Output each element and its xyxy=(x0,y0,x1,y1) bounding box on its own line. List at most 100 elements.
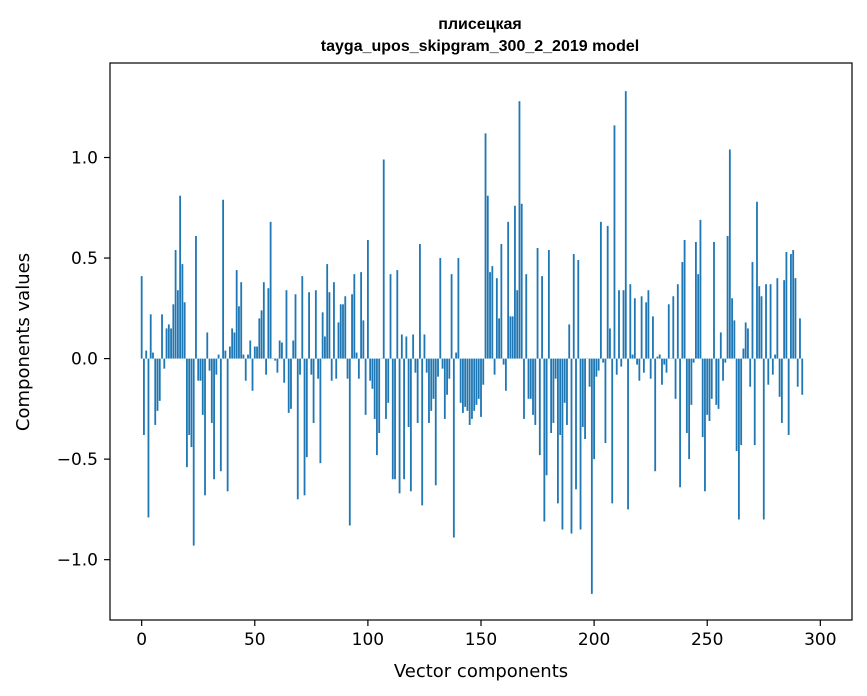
x-tick-label: 50 xyxy=(244,630,266,650)
bar xyxy=(590,358,593,594)
bar xyxy=(502,358,505,365)
bar xyxy=(471,358,473,419)
bar xyxy=(593,358,596,460)
bar xyxy=(344,296,347,359)
bar xyxy=(464,358,467,407)
bar xyxy=(787,358,790,435)
bar xyxy=(387,358,390,403)
bar xyxy=(733,320,736,359)
bar xyxy=(163,358,166,369)
bar xyxy=(785,252,788,359)
bar xyxy=(312,358,315,423)
bar xyxy=(482,358,485,385)
bar xyxy=(228,346,231,359)
bar xyxy=(253,346,256,359)
bar xyxy=(656,356,659,359)
bar xyxy=(396,270,399,359)
bar xyxy=(425,358,428,373)
bar xyxy=(283,358,286,383)
bar xyxy=(636,358,638,365)
bar xyxy=(744,322,747,359)
bar xyxy=(213,358,215,480)
bar xyxy=(412,334,415,359)
bar xyxy=(638,358,641,381)
x-tick-label: 300 xyxy=(804,630,836,650)
bar xyxy=(360,272,363,359)
bar xyxy=(604,358,607,444)
bar xyxy=(240,282,243,359)
bar xyxy=(599,221,602,359)
bar xyxy=(713,241,715,359)
bar xyxy=(778,358,781,397)
bar xyxy=(276,358,279,373)
y-tick-label: 1.0 xyxy=(71,149,98,169)
bar xyxy=(188,358,191,435)
bar xyxy=(495,278,498,359)
bar xyxy=(737,358,740,520)
bar xyxy=(563,358,566,403)
bar xyxy=(683,239,686,359)
bar xyxy=(572,254,575,359)
bar xyxy=(794,278,797,359)
bar xyxy=(751,262,754,359)
bar xyxy=(701,358,704,438)
bar xyxy=(145,350,148,359)
bar xyxy=(613,125,616,359)
bar xyxy=(434,358,437,486)
bar xyxy=(568,324,571,359)
bar xyxy=(303,358,306,496)
bar xyxy=(310,358,313,375)
bar xyxy=(428,358,430,423)
bar xyxy=(437,358,439,377)
bar xyxy=(681,262,684,359)
bar xyxy=(400,334,403,359)
bar xyxy=(717,358,720,409)
bar xyxy=(446,358,448,395)
bar xyxy=(624,91,627,359)
bar xyxy=(174,250,177,359)
bar xyxy=(780,358,783,423)
bar xyxy=(719,332,722,359)
bar xyxy=(559,358,562,435)
bar xyxy=(679,358,681,488)
bar xyxy=(394,358,396,480)
bar xyxy=(516,290,519,359)
bar xyxy=(520,203,523,359)
bar xyxy=(176,290,179,359)
bar xyxy=(256,346,258,359)
bar xyxy=(609,328,611,359)
bar xyxy=(260,310,263,359)
bar xyxy=(455,352,458,359)
bar xyxy=(167,324,170,359)
bar xyxy=(769,284,772,359)
bar xyxy=(514,205,516,359)
bar xyxy=(767,358,770,385)
bar xyxy=(267,288,270,359)
bar xyxy=(195,235,197,359)
bar xyxy=(305,358,308,458)
bar xyxy=(561,358,564,530)
bar xyxy=(547,250,550,359)
bar xyxy=(201,358,204,415)
bar xyxy=(378,358,381,433)
bar xyxy=(606,225,609,359)
bar xyxy=(489,272,491,359)
bar xyxy=(149,314,152,359)
bar xyxy=(792,250,795,359)
bar xyxy=(210,358,213,423)
bar xyxy=(156,358,159,411)
bar xyxy=(208,358,211,371)
bar xyxy=(423,334,426,359)
bar xyxy=(355,352,358,359)
bar xyxy=(462,358,464,413)
bar xyxy=(192,358,195,546)
bar xyxy=(362,320,365,359)
bar xyxy=(747,328,749,359)
bar xyxy=(468,358,471,425)
bar xyxy=(231,328,234,359)
bar xyxy=(337,322,340,359)
bar xyxy=(391,358,394,480)
bar xyxy=(581,358,584,427)
bar xyxy=(529,358,532,399)
bar xyxy=(532,358,534,415)
